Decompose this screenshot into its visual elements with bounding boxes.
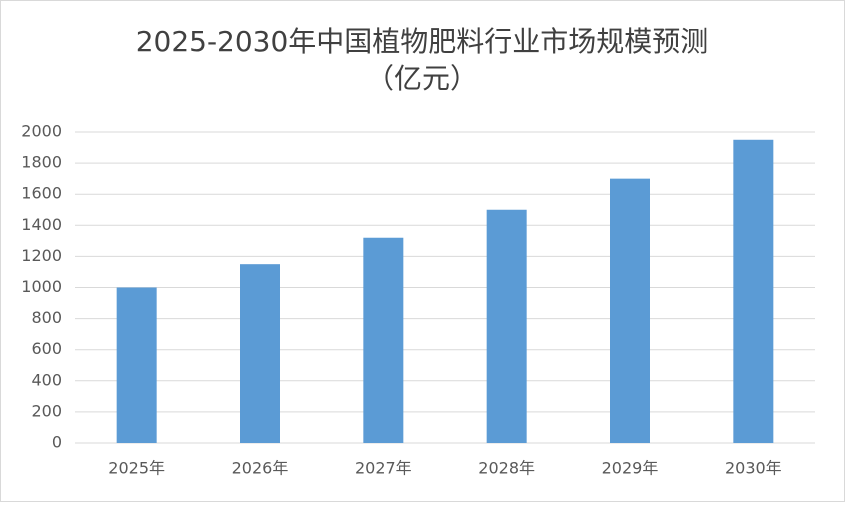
y-tick-label: 400 [31,370,62,389]
bar [733,139,774,443]
y-tick-label: 0 [52,433,62,452]
bar [610,178,650,443]
bar [116,287,157,443]
y-tick-label: 2000 [21,122,62,141]
bar [363,237,404,443]
y-tick-label: 200 [31,401,62,420]
bar [240,264,280,443]
y-tick-label: 800 [31,308,62,327]
bar [486,209,527,443]
chart-subtitle: （亿元） [366,62,478,95]
x-tick-label: 2026年 [232,459,289,478]
y-tick-label: 1000 [21,277,62,296]
y-tick-label: 600 [31,339,62,358]
y-tick-label: 1800 [21,153,62,172]
x-tick-label: 2029年 [602,459,659,478]
x-tick-label: 2027年 [355,459,412,478]
y-tick-label: 1600 [21,184,62,203]
y-tick-label: 1400 [21,215,62,234]
x-tick-label: 2030年 [725,459,782,478]
x-tick-label: 2028年 [478,459,535,478]
x-tick-label: 2025年 [108,459,165,478]
y-tick-label: 1200 [21,246,62,265]
chart-title: 2025-2030年中国植物肥料行业市场规模预测 [136,25,709,58]
